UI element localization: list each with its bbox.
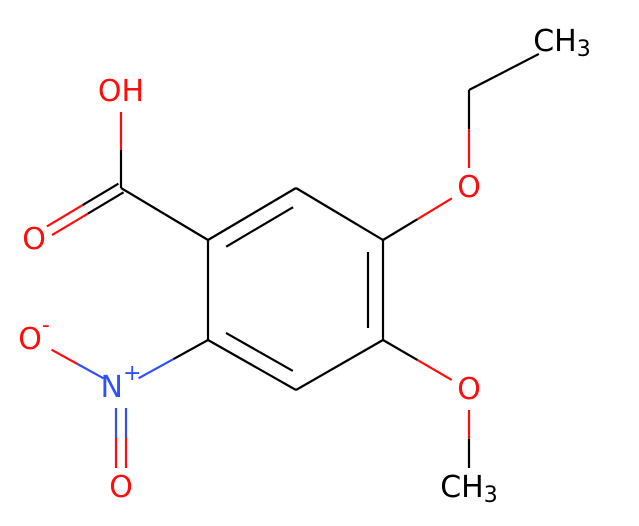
atom-symbol: CH (533, 24, 577, 59)
atom-label: O (22, 222, 46, 257)
atom-label: O- (18, 313, 50, 357)
bond (163, 213, 209, 241)
atom-symbol: O (109, 470, 133, 505)
atom-symbol: OH (98, 74, 144, 109)
bond (82, 182, 119, 207)
bond (295, 364, 341, 391)
atom-subscript: 3 (577, 37, 591, 62)
atom-label: O (109, 470, 133, 505)
bond (87, 191, 125, 215)
atom-symbol: N (101, 370, 123, 405)
bond (50, 348, 79, 365)
bond (76, 363, 105, 380)
atom-symbol: O (457, 372, 481, 407)
bond (295, 187, 341, 215)
bond (51, 212, 89, 237)
bond (225, 332, 260, 353)
atom-label: O (457, 372, 481, 407)
atom-label: CH3 (440, 470, 498, 509)
bond (416, 197, 453, 221)
bond (259, 206, 294, 228)
bond (251, 364, 297, 391)
bond (225, 225, 261, 248)
bond (338, 213, 384, 241)
bond (382, 218, 419, 241)
bond (251, 187, 297, 215)
atom-charge: - (42, 313, 50, 338)
bond (120, 187, 166, 215)
bond (207, 339, 253, 366)
bond (382, 339, 418, 361)
atom-symbol: CH (440, 470, 484, 505)
bond (46, 204, 84, 228)
atom-symbol: O (18, 322, 42, 357)
atom-symbol: O (22, 222, 46, 257)
bond (207, 213, 253, 241)
atom-label: O (457, 170, 481, 205)
bond (172, 339, 209, 361)
atom-label: CH3 (533, 24, 591, 63)
bond (338, 339, 384, 366)
atom-subscript: 3 (484, 483, 498, 508)
atom-label: N+ (101, 361, 142, 405)
bond (258, 351, 294, 372)
bond (416, 359, 453, 381)
bond (468, 70, 505, 91)
atom-label: OH (98, 74, 144, 109)
bond (137, 358, 174, 380)
bond (503, 52, 540, 73)
atom-charge: + (123, 361, 141, 386)
atom-symbol: O (457, 170, 481, 205)
